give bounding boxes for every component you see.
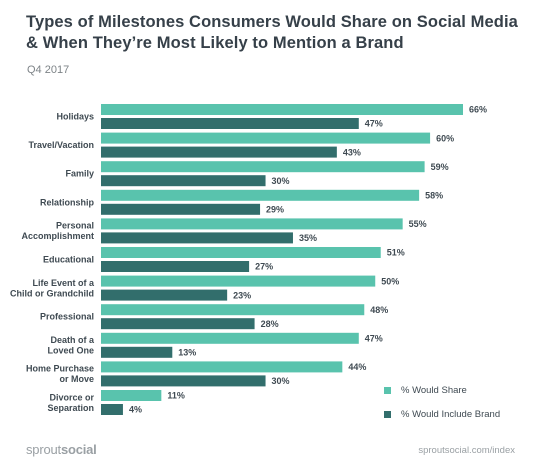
bar-would-include-brand (101, 346, 173, 358)
category-label-line: Life Event of a (32, 278, 95, 288)
legend-label-share: % Would Share (401, 385, 467, 396)
category-label-line: Separation (47, 403, 94, 413)
category-label-line: or Move (59, 374, 94, 384)
category-label: Death of a Loved One (47, 335, 95, 356)
data-label: 11% (167, 391, 185, 401)
bar-would-share (101, 275, 376, 287)
bar-would-include-brand (101, 175, 266, 187)
category-label: Holidays (56, 112, 94, 122)
legend-swatch-brand (384, 411, 391, 418)
bar-would-share (101, 161, 425, 173)
data-label: 30% (272, 176, 290, 186)
bar-would-share (101, 132, 431, 144)
footer-url: sproutsocial.com/index (418, 445, 515, 456)
data-label: 23% (233, 290, 251, 300)
category-label-line: Death of a (50, 335, 95, 345)
bar-would-include-brand (101, 261, 250, 272)
data-label: 51% (387, 248, 405, 258)
bar-would-include-brand (101, 203, 261, 215)
bar-would-include-brand (101, 404, 123, 415)
data-label: 30% (272, 376, 290, 386)
category-label-line: Travel/Vacation (28, 140, 94, 150)
data-label: 58% (425, 191, 443, 201)
category-label: Life Event of a Child or Grandchild (10, 278, 95, 299)
category-label-line: Loved One (47, 346, 94, 356)
category-label: Divorce or Separation (47, 392, 94, 413)
category-label-line: Family (65, 169, 94, 179)
bar-would-share (101, 189, 420, 201)
chart-legend: % Would Share % Would Include Brand (384, 385, 500, 433)
data-label: 4% (129, 405, 142, 415)
category-label-line: Child or Grandchild (10, 288, 94, 298)
category-label-line: Holidays (56, 112, 94, 122)
data-label: 13% (178, 348, 196, 358)
category-label: Family (65, 169, 94, 179)
bar-would-include-brand (101, 118, 359, 129)
category-label-line: Professional (40, 312, 94, 322)
data-label: 47% (365, 119, 383, 129)
bar-would-include-brand (101, 146, 337, 158)
data-label: 50% (381, 276, 399, 286)
category-label: Relationship (40, 197, 95, 207)
chart-title: Types of Milestones Consumers Would Shar… (26, 13, 518, 52)
data-label: 27% (255, 262, 273, 272)
bar-would-include-brand (101, 232, 293, 244)
data-label: 60% (436, 133, 454, 143)
data-label: 35% (299, 233, 317, 243)
bar-would-share (101, 218, 403, 230)
category-label: Educational (43, 255, 94, 265)
legend-swatch-share (384, 387, 391, 394)
legend-label-brand: % Would Include Brand (401, 409, 501, 420)
data-label: 59% (431, 162, 449, 172)
data-label: 28% (261, 319, 279, 329)
category-label: Professional (40, 312, 94, 322)
category-label-line: Relationship (40, 197, 95, 207)
legend-item-share: % Would Share (384, 385, 500, 396)
category-label-line: Educational (43, 255, 94, 265)
bar-would-include-brand (101, 289, 228, 301)
sproutsocial-logo: sproutsocial (26, 442, 97, 457)
data-label: 55% (409, 219, 427, 229)
legend-item-brand: % Would Include Brand (384, 409, 500, 420)
logo-bold-text: social (60, 442, 97, 457)
category-label: Travel/Vacation (28, 140, 94, 150)
data-label: 43% (343, 147, 361, 157)
data-label: 66% (469, 105, 487, 115)
data-label: 29% (266, 205, 284, 215)
bar-would-share (101, 390, 162, 401)
bar-would-share (101, 332, 359, 344)
category-label-line: Home Purchase (26, 364, 94, 374)
category-label: Personal Accomplishment (21, 221, 94, 242)
bar-would-include-brand (101, 318, 255, 330)
data-label: 47% (365, 334, 383, 344)
chart-subtitle: Q4 2017 (27, 64, 70, 76)
data-label: 48% (370, 305, 388, 315)
bar-would-share (101, 361, 343, 373)
data-label: 44% (348, 362, 366, 372)
category-label-line: Divorce or (49, 392, 94, 402)
category-label: Home Purchase or Move (26, 364, 94, 385)
category-label-line: Accomplishment (21, 231, 94, 241)
bar-would-share (101, 247, 381, 258)
bar-would-share (101, 304, 365, 316)
bar-would-share (101, 104, 463, 115)
category-label-line: Personal (56, 221, 94, 231)
logo-light-text: sprout (26, 442, 61, 457)
bar-would-include-brand (101, 375, 266, 387)
